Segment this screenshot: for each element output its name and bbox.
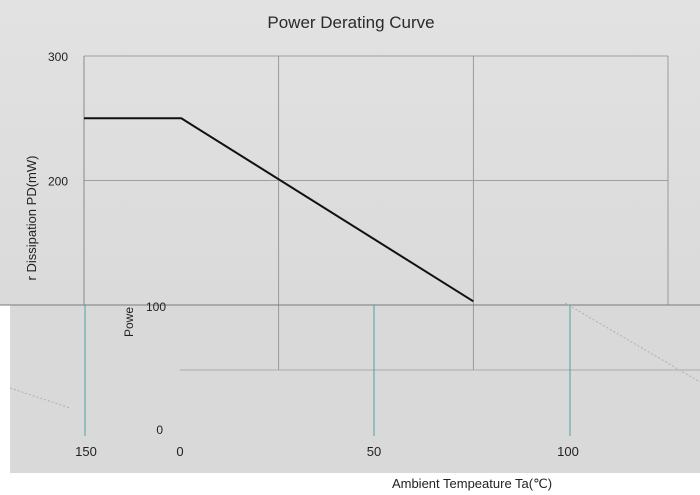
y-ticks-lower: 100 0 <box>146 300 166 437</box>
y-ticks-upper: 300 200 <box>48 50 68 189</box>
y-tick-label-lower: 100 <box>146 300 166 314</box>
y-tick-label: 200 <box>48 175 68 189</box>
y-tick-label-lower: 0 <box>156 423 163 437</box>
diagonal-artifact-left <box>9 387 71 409</box>
x-axis-label: Ambient Tempeature Ta(℃) <box>392 476 552 491</box>
upper-plot-background <box>0 0 700 305</box>
x-tick-label: 150 <box>75 444 97 459</box>
lower-plot-background <box>10 305 700 473</box>
y-tick-label: 300 <box>48 50 68 64</box>
y-axis-label-upper: r Dissipation PD(mW) <box>24 156 39 281</box>
series-line <box>84 117 474 303</box>
x-tick-label: 100 <box>557 444 579 459</box>
x-tick-label: 50 <box>367 444 381 459</box>
x-ticks: 150 0 50 100 <box>75 444 579 459</box>
y-axis-label-lower: Powe <box>122 307 136 337</box>
x-tick-label: 0 <box>176 444 183 459</box>
grid <box>84 55 669 370</box>
chart-title: Power Derating Curve <box>267 13 434 32</box>
series-group <box>84 117 474 303</box>
